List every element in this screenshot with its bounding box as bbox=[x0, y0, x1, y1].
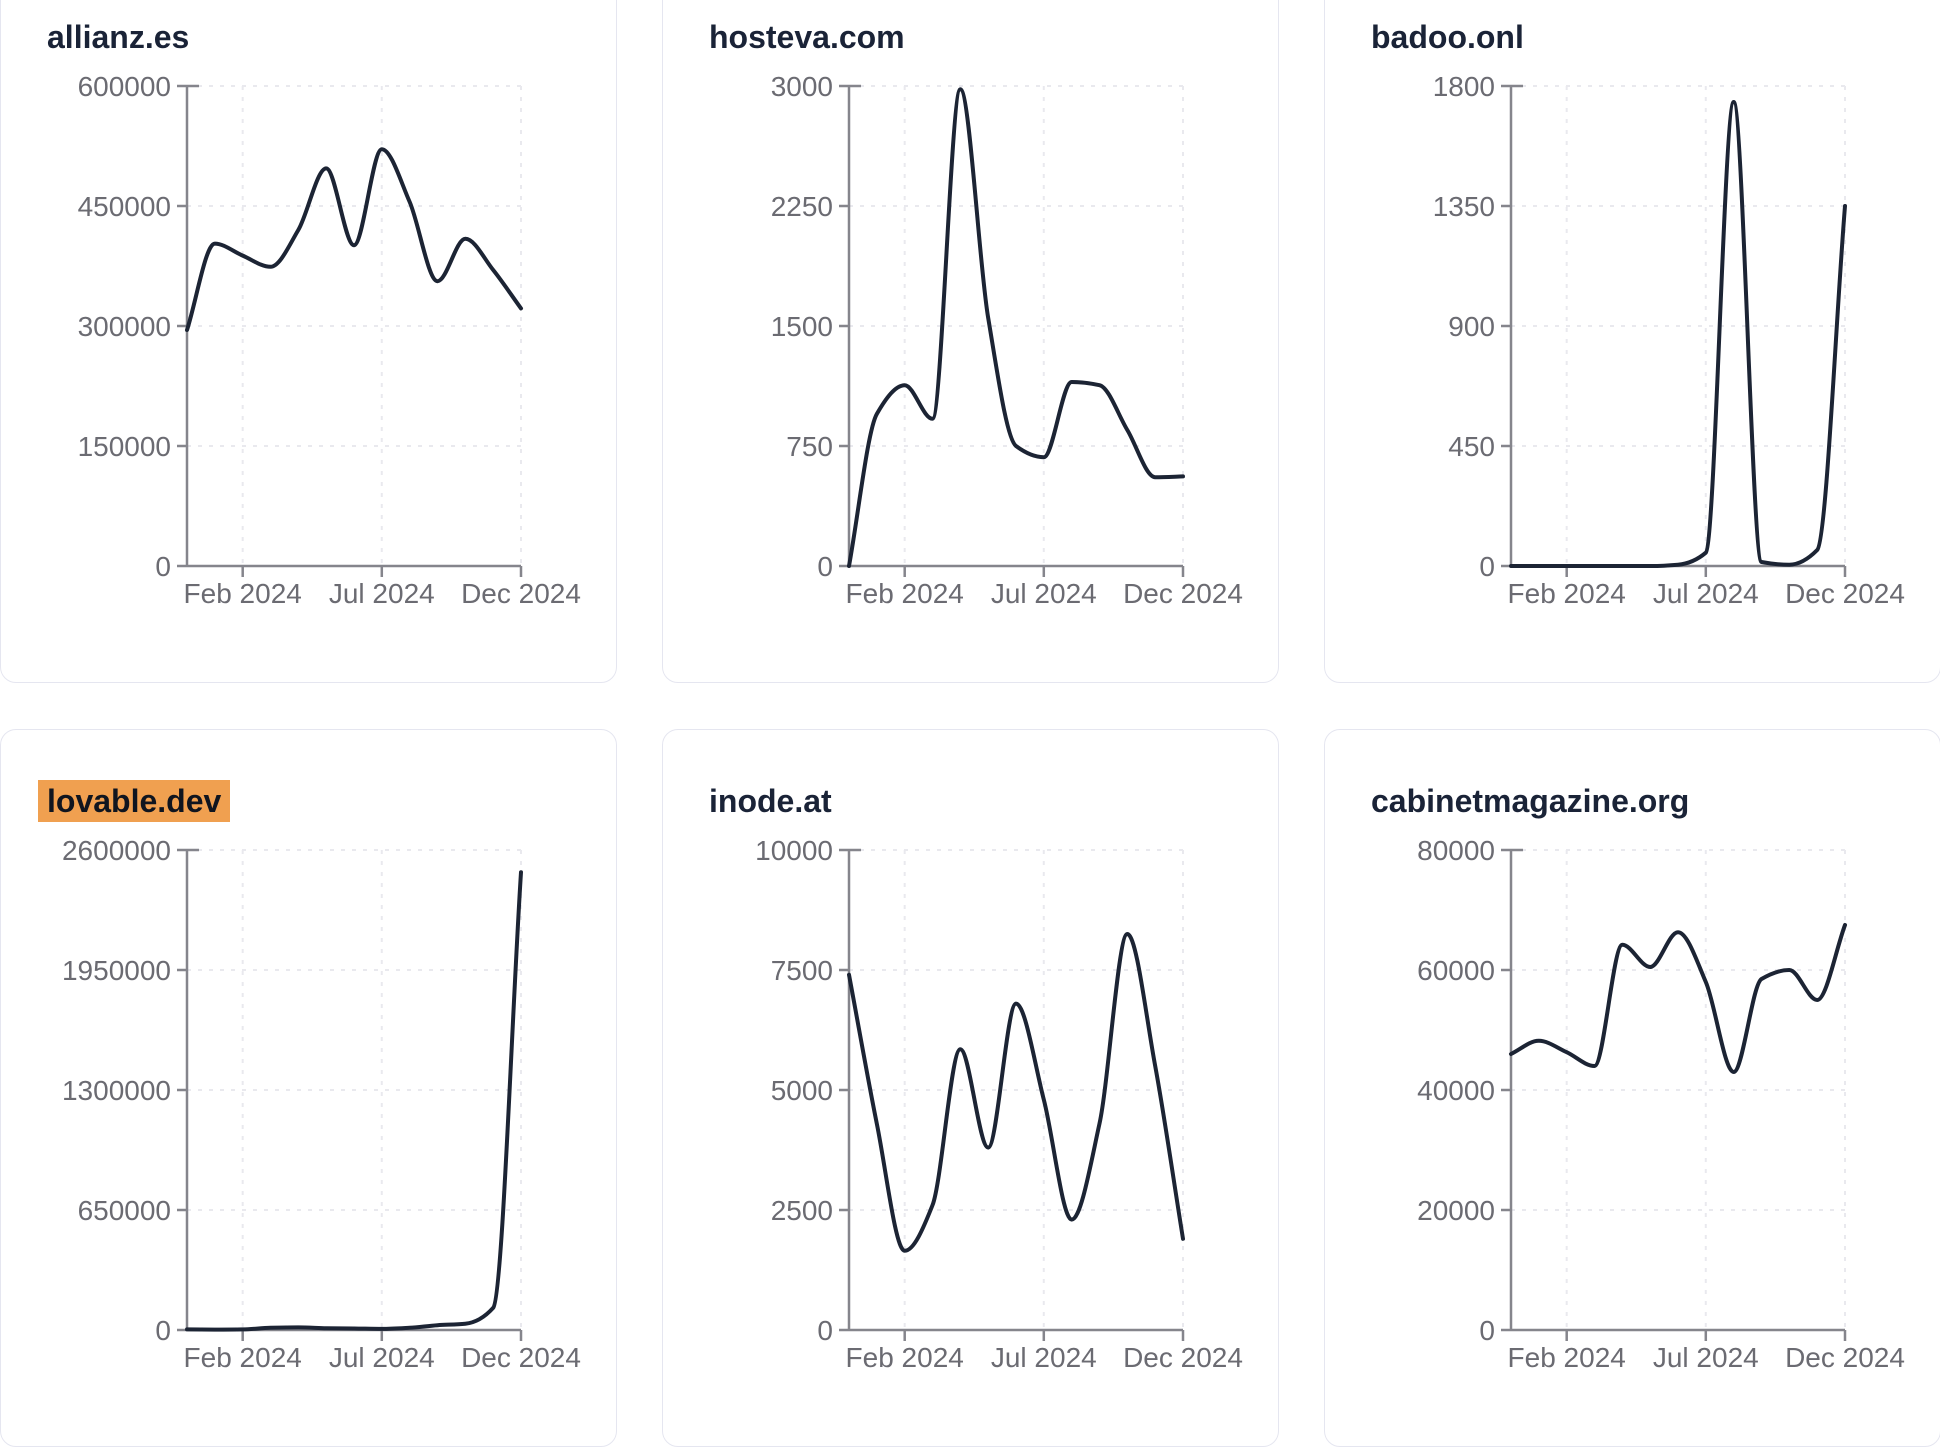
chart-card-cabinetmagazine-org[interactable]: 0 20000 40000 60000 80000 Feb 2024 Jul 2024 Dec… bbox=[1324, 729, 1940, 1447]
chart-card-badoo-onl[interactable]: 0 450 900 1350 1800 Feb 2024 Jul 2024 Dec 2024 … bbox=[1324, 0, 1940, 683]
chart-card-hosteva-com[interactable]: 0 750 1500 2250 3000 Feb 2024 Jul 2024 Dec 2024… bbox=[662, 0, 1279, 683]
y-tick-label: 10000 bbox=[755, 835, 833, 866]
y-tick-label: 0 bbox=[155, 551, 171, 582]
y-tick-label: 80000 bbox=[1417, 835, 1495, 866]
x-tick-label: Feb 2024 bbox=[846, 1342, 964, 1373]
domain-label: allianz.es bbox=[47, 19, 190, 55]
line-chart: 0 20000 40000 60000 80000 Feb 2024 Jul 2024 Dec… bbox=[1417, 835, 1905, 1373]
x-tick-label: Dec 2024 bbox=[1785, 1342, 1905, 1373]
x-tick-label: Dec 2024 bbox=[1123, 1342, 1243, 1373]
x-tick-label: Feb 2024 bbox=[846, 578, 964, 609]
trend-line bbox=[847, 932, 1185, 1253]
chart-title: badoo.onl bbox=[1371, 18, 1524, 56]
line-chart: 0 150000 300000 450000 600000 Feb 2024 Jul 202… bbox=[78, 71, 581, 609]
y-tick-label: 0 bbox=[817, 1315, 833, 1346]
chart-title: lovable.dev bbox=[38, 780, 231, 822]
trend-line bbox=[847, 87, 1185, 568]
y-tick-label: 60000 bbox=[1417, 955, 1495, 986]
domain-label: badoo.onl bbox=[1371, 19, 1524, 55]
trend-line bbox=[185, 870, 523, 1332]
y-tick-label: 450000 bbox=[78, 191, 171, 222]
y-tick-label: 2500 bbox=[771, 1195, 833, 1226]
line-chart: 0 750 1500 2250 3000 Feb 2024 Jul 2024 Dec 2024 bbox=[771, 71, 1243, 609]
y-tick-label: 750 bbox=[786, 431, 833, 462]
y-tick-label: 1300000 bbox=[62, 1075, 171, 1106]
line-chart: 0 650000 1300000 1950000 2600000 Feb 2024 Jul … bbox=[62, 835, 581, 1373]
x-tick-label: Jul 2024 bbox=[329, 1342, 435, 1373]
domain-label: lovable.dev bbox=[38, 780, 231, 822]
y-tick-label: 2600000 bbox=[62, 835, 171, 866]
domain-label: inode.at bbox=[709, 783, 832, 819]
y-tick-label: 650000 bbox=[78, 1195, 171, 1226]
line-chart: 0 2500 5000 7500 10000 Feb 2024 Jul 2024 Dec 20… bbox=[755, 835, 1243, 1373]
chart-title: hosteva.com bbox=[709, 18, 905, 56]
x-tick-label: Jul 2024 bbox=[1653, 578, 1759, 609]
y-tick-label: 450 bbox=[1448, 431, 1495, 462]
y-tick-label: 900 bbox=[1448, 311, 1495, 342]
chart-card-lovable-dev[interactable]: 0 650000 1300000 1950000 2600000 Feb 2024 Jul … bbox=[0, 729, 617, 1447]
y-tick-label: 20000 bbox=[1417, 1195, 1495, 1226]
y-tick-label: 0 bbox=[1479, 551, 1495, 582]
y-tick-label: 5000 bbox=[771, 1075, 833, 1106]
y-tick-label: 600000 bbox=[78, 71, 171, 102]
x-tick-label: Dec 2024 bbox=[1123, 578, 1243, 609]
y-tick-label: 1950000 bbox=[62, 955, 171, 986]
x-tick-label: Dec 2024 bbox=[461, 578, 581, 609]
chart-title: inode.at bbox=[709, 782, 832, 820]
domain-label: hosteva.com bbox=[709, 19, 905, 55]
y-tick-label: 1800 bbox=[1433, 71, 1495, 102]
x-tick-label: Jul 2024 bbox=[329, 578, 435, 609]
x-tick-label: Feb 2024 bbox=[184, 578, 302, 609]
y-tick-label: 0 bbox=[155, 1315, 171, 1346]
y-tick-label: 0 bbox=[817, 551, 833, 582]
y-tick-label: 2250 bbox=[771, 191, 833, 222]
y-tick-label: 40000 bbox=[1417, 1075, 1495, 1106]
y-tick-label: 1350 bbox=[1433, 191, 1495, 222]
chart-card-inode-at[interactable]: 0 2500 5000 7500 10000 Feb 2024 Jul 2024 Dec 20… bbox=[662, 729, 1279, 1447]
x-tick-label: Jul 2024 bbox=[991, 1342, 1097, 1373]
y-tick-label: 1500 bbox=[771, 311, 833, 342]
x-tick-label: Jul 2024 bbox=[1653, 1342, 1759, 1373]
trend-line bbox=[1509, 100, 1847, 569]
y-tick-label: 300000 bbox=[78, 311, 171, 342]
y-tick-label: 0 bbox=[1479, 1315, 1495, 1346]
y-tick-label: 3000 bbox=[771, 71, 833, 102]
chart-card-allianz-es[interactable]: 0 150000 300000 450000 600000 Feb 2024 Jul 202… bbox=[0, 0, 617, 683]
trend-line bbox=[185, 147, 523, 332]
y-tick-label: 7500 bbox=[771, 955, 833, 986]
line-chart: 0 450 900 1350 1800 Feb 2024 Jul 2024 Dec 2024 bbox=[1433, 71, 1905, 609]
x-tick-label: Feb 2024 bbox=[184, 1342, 302, 1373]
x-tick-label: Jul 2024 bbox=[991, 578, 1097, 609]
trend-line bbox=[1509, 923, 1847, 1074]
domain-label: cabinetmagazine.org bbox=[1371, 783, 1690, 819]
x-tick-label: Dec 2024 bbox=[461, 1342, 581, 1373]
chart-title: cabinetmagazine.org bbox=[1371, 782, 1689, 820]
y-tick-label: 150000 bbox=[78, 431, 171, 462]
x-tick-label: Feb 2024 bbox=[1508, 578, 1626, 609]
chart-title: allianz.es bbox=[47, 18, 189, 56]
x-tick-label: Dec 2024 bbox=[1785, 578, 1905, 609]
x-tick-label: Feb 2024 bbox=[1508, 1342, 1626, 1373]
